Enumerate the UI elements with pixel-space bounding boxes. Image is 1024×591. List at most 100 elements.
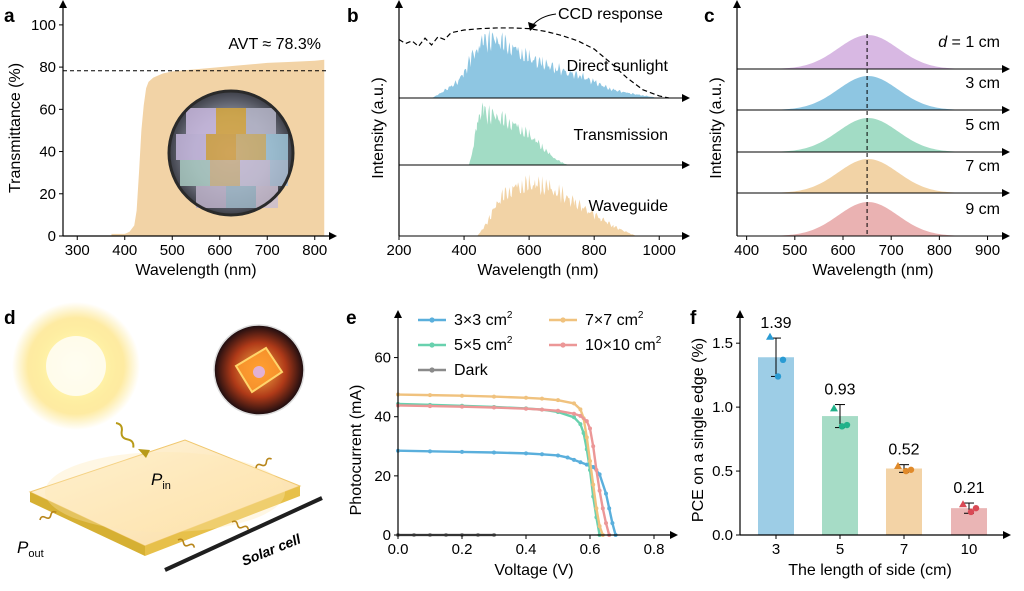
bar-value-label: 0.21 [953,480,984,497]
iv-point [584,419,589,424]
iv-point [428,404,432,409]
legend-marker [429,317,435,323]
b-xtick-label: 400 [452,242,477,259]
a-ytick-label: 100 [31,17,56,34]
emission-peak-5 [765,202,978,236]
panel-d: d Solar cell Pin Pout [4,302,323,572]
b-row-arrow [682,232,690,240]
data-point [779,356,787,364]
data-point [907,466,915,473]
b-row-arrow [682,161,690,169]
legend-label: 5×5 cm2 [454,335,513,354]
iv-point [594,506,599,511]
e-xtick-label: 0.2 [452,541,473,558]
iv-point [572,457,576,462]
iv-point [581,430,586,435]
b-xtick-label: 200 [386,242,411,259]
panel-e-plot: 0.0 0.2 0.4 0.6 0.8 0 20 40 60 Voltage (V) Photocu… [348,310,678,579]
e-ytick-label: 60 [374,350,391,367]
e-y-arrow [394,310,402,318]
f-ytick-label: 0.5 [712,463,733,480]
e-ytick-label: 40 [374,409,391,426]
iv-point [578,407,583,412]
e-y-label: Photocurrent (mA) [348,385,365,516]
iv-point [460,393,464,398]
f-xtick-label: 3 [772,541,780,558]
panel-a: a 300 400 500 600 700 800 0 20 40 60 80 100 Waveleng… [4,0,337,279]
iv-point [591,482,596,487]
panel-letter-e: e [346,308,357,329]
panel-f: f 1.39 3 0.93 5 0.52 7 0.21 10 0.0 0.5 1.0 1.5 The l… [690,308,1011,579]
iv-point [597,488,602,493]
c-row-arrow [1002,148,1010,156]
panel-letter-a: a [4,6,15,27]
c-row-arrow [1002,106,1010,114]
a-y-arrow [59,0,67,8]
f-ytick-label: 1.5 [712,335,733,352]
c-y-label: Intensity (a.u.) [708,77,725,178]
iv-point [604,491,608,496]
c-x-label: Wavelength (nm) [812,262,933,279]
e-xtick-label: 0.8 [644,541,665,558]
panel-c: c d = 1 cm 3 cm 5 cm 7 cm 9 cm 400 500 600 700 80… [704,0,1010,279]
iv-point [600,506,605,511]
iv-point [604,521,608,526]
panel-letter-b: b [347,6,359,27]
a-xtick-label: 300 [65,242,90,259]
data-point [766,332,774,340]
iv-curve-1 [397,449,617,536]
emission-peak-4 [765,159,978,193]
c-series-label: d = 1 cm [938,34,1000,51]
panel-letter-d: d [4,308,16,329]
panel-e: e 0.0 0.2 0.4 0.6 0.8 0 20 40 60 Voltage (V) Photo… [346,308,678,579]
iv-point [588,426,592,431]
f-y-arrow [736,310,744,318]
iv-point [578,413,583,418]
e-x-arrow [670,531,678,539]
legend-marker [429,342,435,348]
e-xtick-label: 0.4 [516,541,537,558]
iv-point [524,451,528,456]
c-row-arrow [1002,232,1010,240]
c-rest: = 1 cm [947,34,1000,51]
iv-point [540,452,544,457]
a-xtick-label: 800 [302,242,327,259]
legend-marker [560,317,566,323]
iv-point [492,450,496,455]
legend-sup: 2 [656,335,662,346]
a-ytick-label: 20 [39,186,56,203]
iv-point [594,467,599,472]
p-in-label: Pin [151,470,171,492]
data-point [972,504,980,512]
periodic-table-tiles [176,108,288,208]
data-point [967,508,975,516]
iv-point [540,407,544,412]
legend-marker [560,342,566,348]
bar-value-label: 1.39 [760,315,791,332]
e-xtick-label: 0.6 [580,541,601,558]
b-series-label: Transmission [573,127,668,144]
data-point [830,404,838,412]
bar-3 [758,357,794,535]
iv-point [607,506,612,511]
iv-point [556,453,560,458]
data-point [894,461,902,469]
panel-c-plot: d = 1 cm 3 cm 5 cm 7 cm 9 cm 400 500 600 700 800 9… [708,0,1010,279]
b-series-label: Direct sunlight [567,58,669,75]
iv-point [565,455,570,460]
f-xtick-label: 5 [836,541,844,558]
c-xtick-label: 700 [879,242,904,259]
spectrum-2 [468,102,569,165]
iv-curve-2 [397,402,601,536]
iv-point [610,521,615,526]
c-xtick-label: 400 [734,242,759,259]
iv-point [556,408,560,413]
iv-point [524,406,528,411]
bar-value-label: 0.93 [824,382,855,399]
legend-name: Dark [454,362,489,379]
emitted-photon-icons [39,457,272,548]
iv-point [428,393,432,398]
iv-point [428,449,432,454]
iv-point [492,394,496,399]
